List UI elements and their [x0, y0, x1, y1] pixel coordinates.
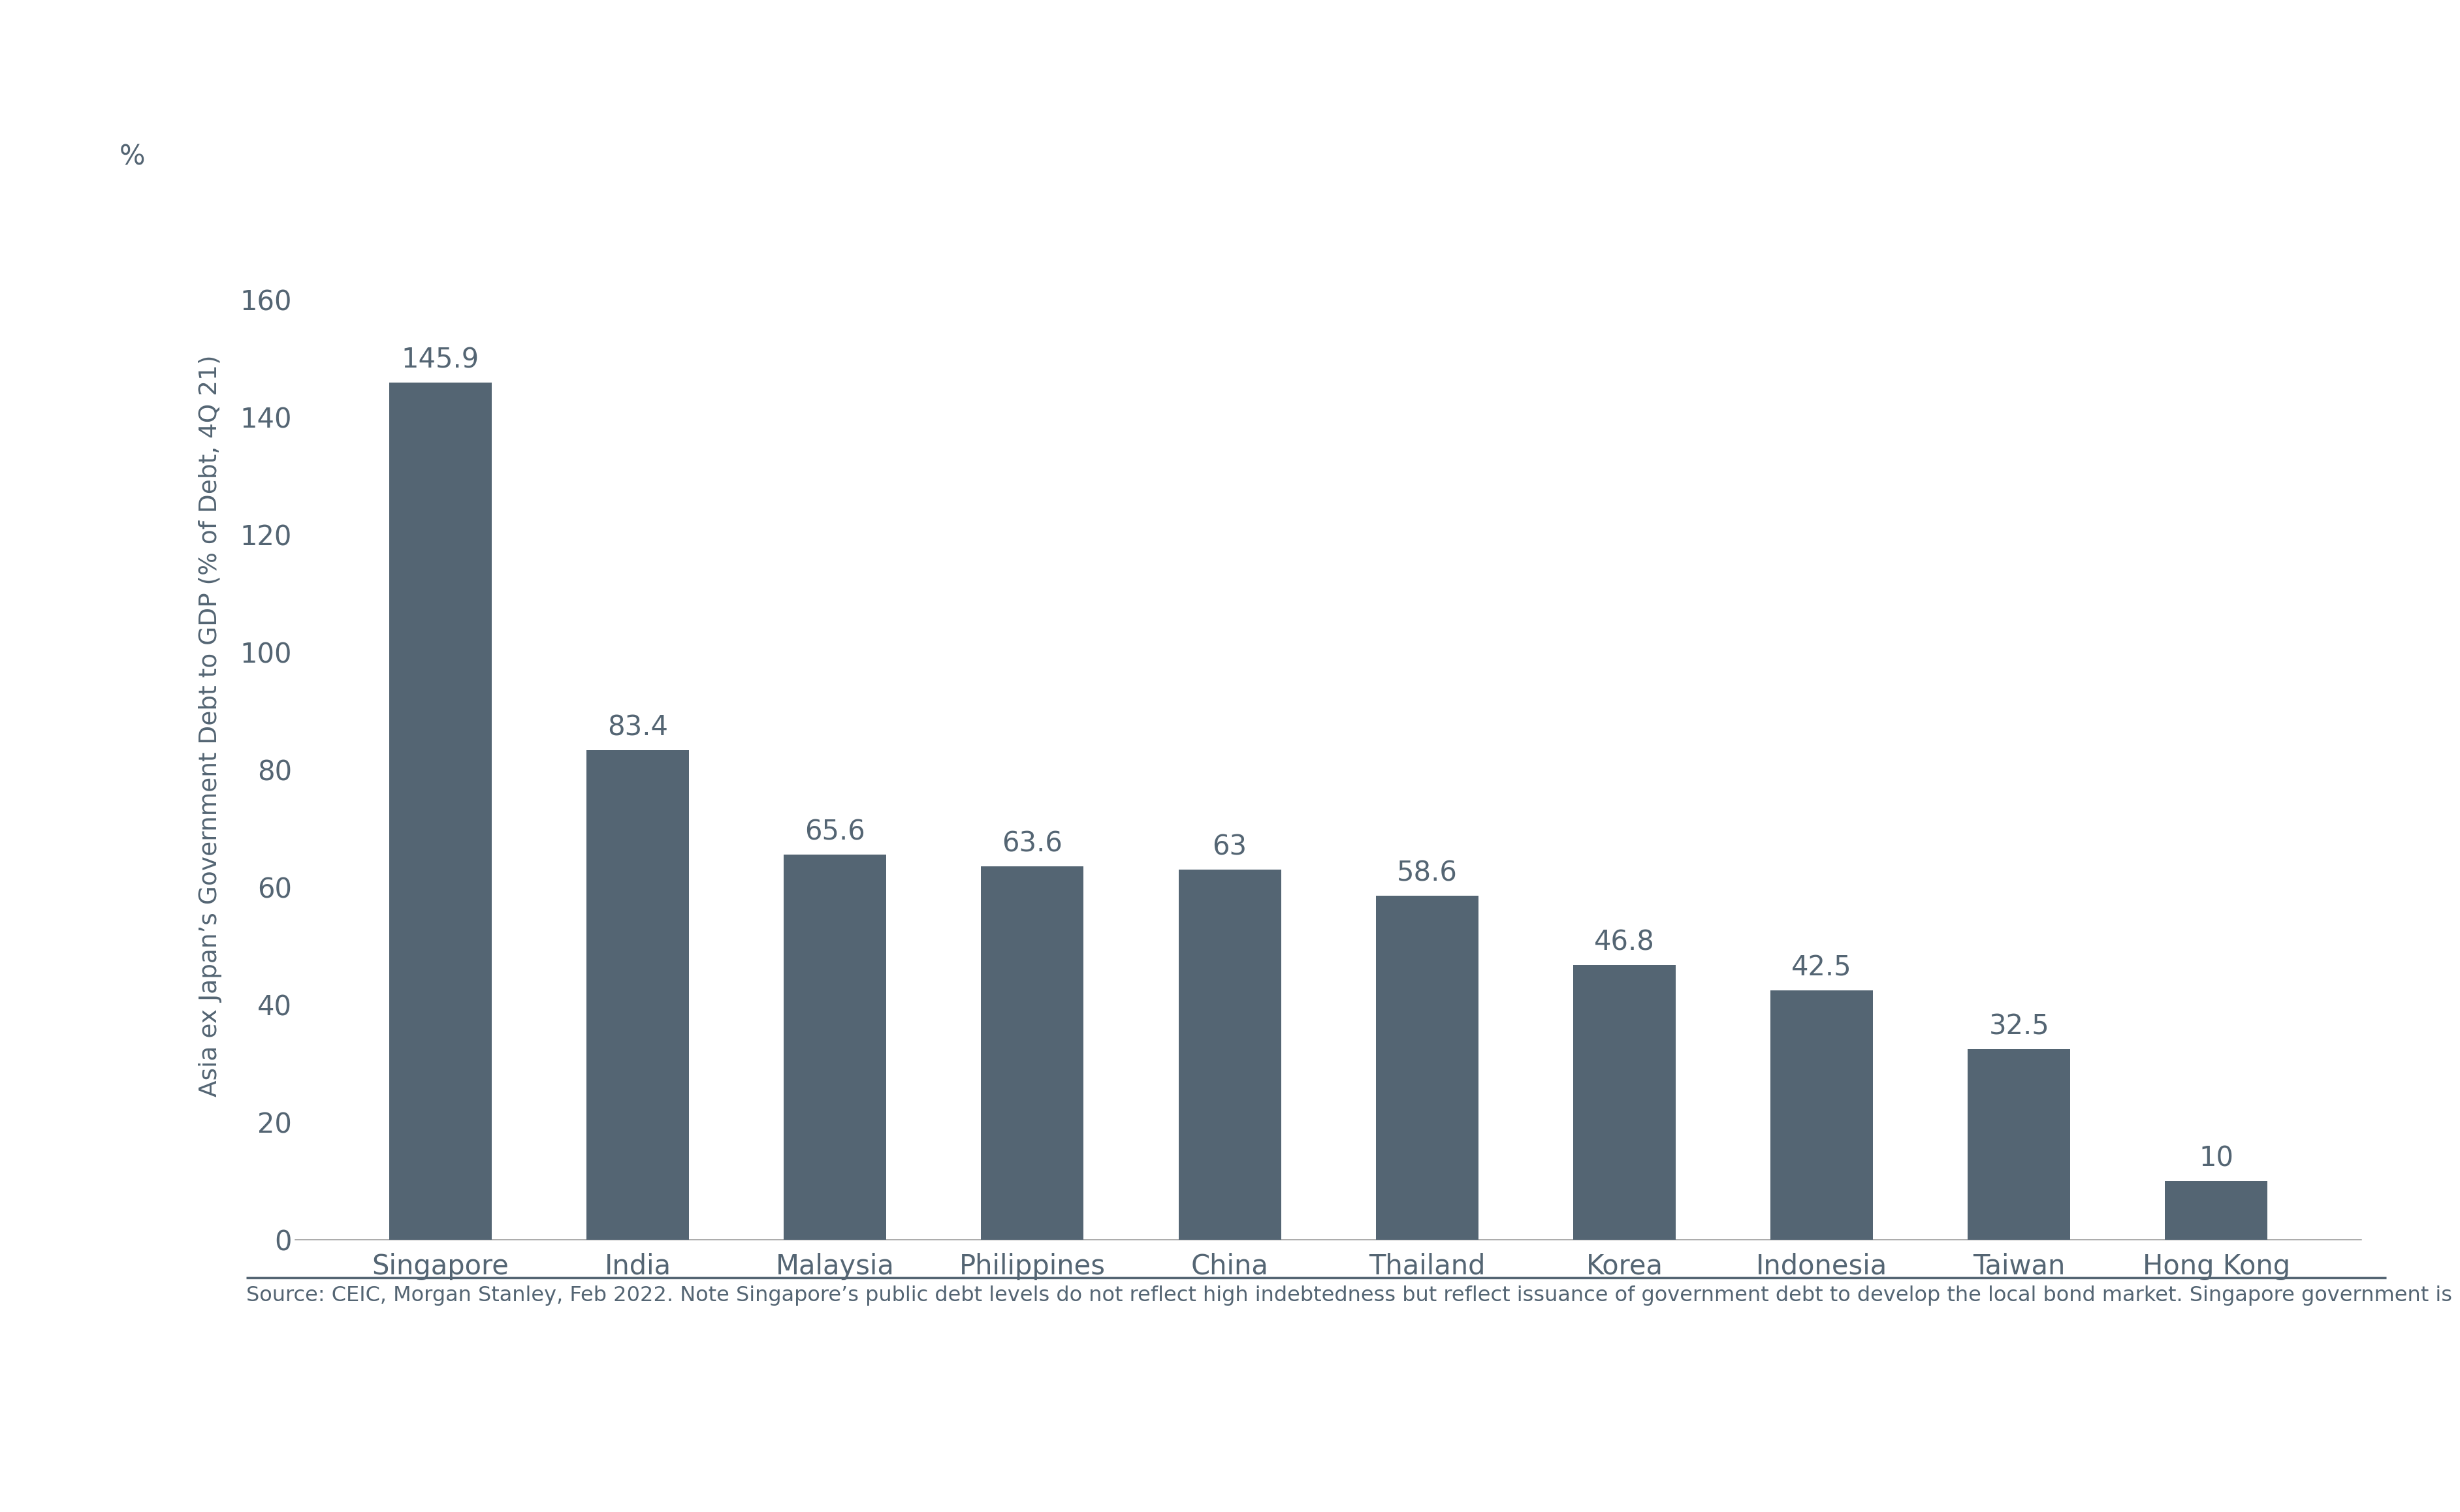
Text: Source: CEIC, Morgan Stanley, Feb 2022. Note Singapore’s public debt levels do n: Source: CEIC, Morgan Stanley, Feb 2022. … [246, 1285, 2460, 1305]
Text: 58.6: 58.6 [1397, 859, 1456, 886]
Text: 46.8: 46.8 [1594, 928, 1656, 956]
Bar [2165, 1181, 2268, 1240]
Text: 10: 10 [2199, 1145, 2234, 1172]
Text: 145.9: 145.9 [401, 346, 480, 373]
Y-axis label: Asia ex Japan’s Government Debt to GDP (% of Debt, 4Q 21): Asia ex Japan’s Government Debt to GDP (… [199, 355, 221, 1096]
Text: 65.6: 65.6 [804, 818, 866, 845]
Text: 63: 63 [1213, 833, 1247, 860]
Bar [389, 383, 492, 1240]
Bar [1572, 965, 1675, 1240]
Bar [1375, 895, 1478, 1240]
Text: 83.4: 83.4 [608, 714, 669, 741]
Bar [1968, 1049, 2071, 1240]
Bar [1771, 990, 1872, 1240]
Text: 63.6: 63.6 [1001, 830, 1063, 857]
Bar [585, 750, 689, 1240]
Bar [1178, 869, 1282, 1240]
Bar [982, 866, 1085, 1240]
Text: 42.5: 42.5 [1791, 954, 1852, 981]
Bar [785, 854, 886, 1240]
Text: 32.5: 32.5 [1988, 1013, 2049, 1040]
Text: %: % [121, 144, 145, 171]
